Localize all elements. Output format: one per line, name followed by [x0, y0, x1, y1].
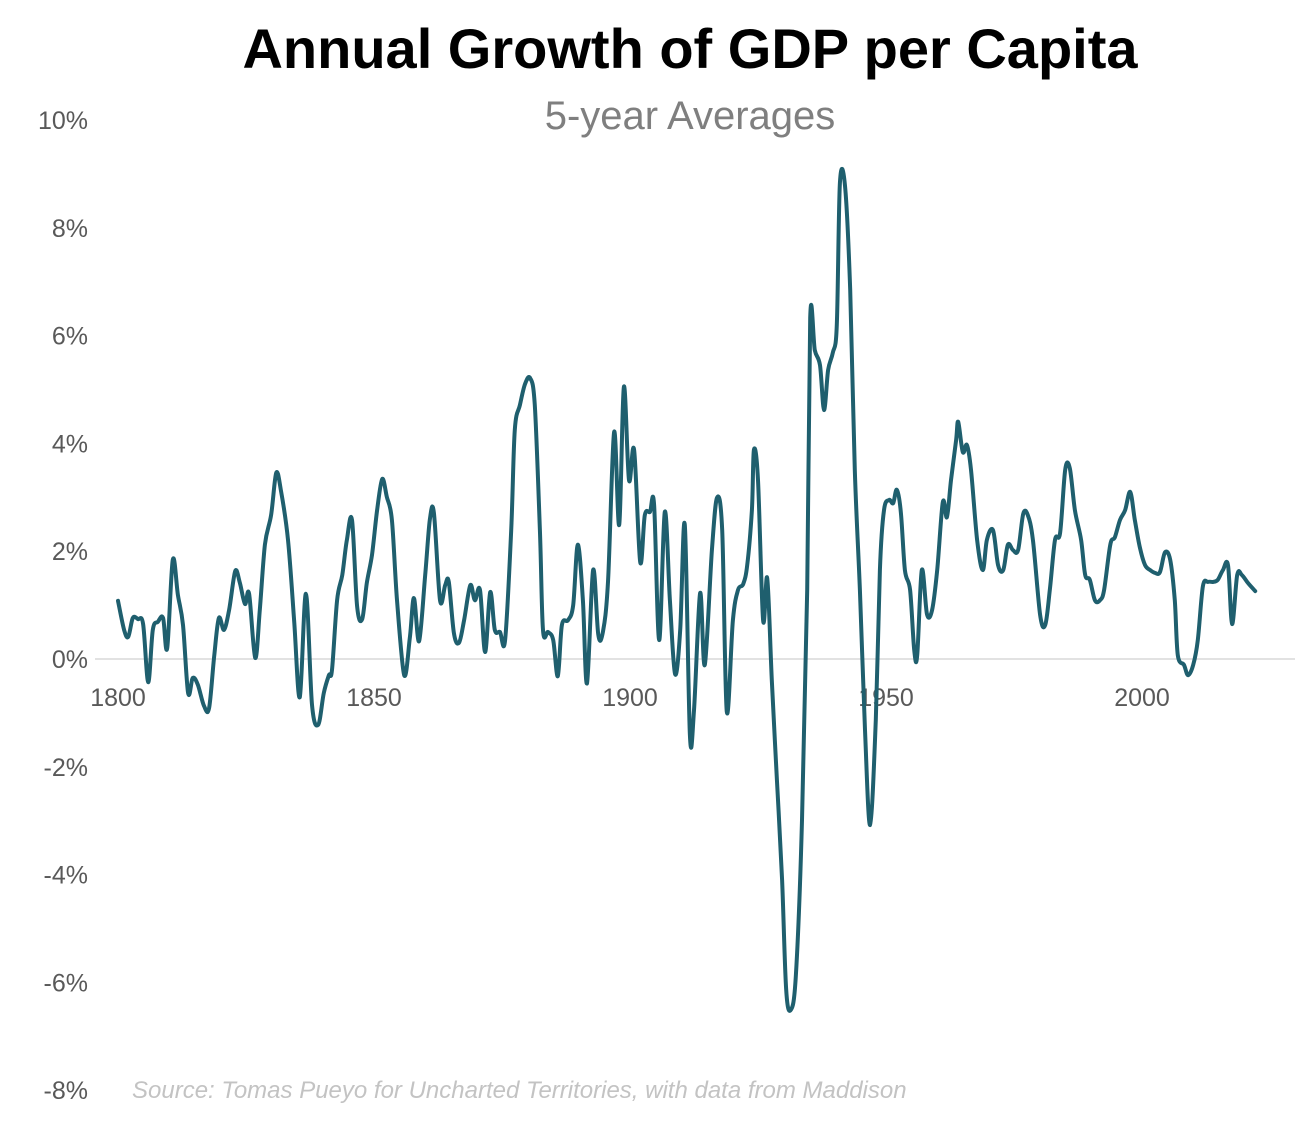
y-tick-label: 4% — [52, 430, 88, 458]
x-tick-label: 1950 — [858, 684, 914, 712]
x-tick-label: 2000 — [1114, 684, 1170, 712]
x-axis: 1800 1850 1900 1950 2000 — [90, 684, 1170, 712]
y-tick-label: 2% — [52, 538, 88, 566]
x-tick-label: 1900 — [602, 684, 658, 712]
chart-title: Annual Growth of GDP per Capita — [242, 17, 1138, 80]
series-line-gdp-growth — [116, 167, 1258, 1013]
y-tick-label: 10% — [38, 107, 88, 135]
x-tick-label: 1850 — [346, 684, 402, 712]
y-tick-label: 6% — [52, 323, 88, 351]
source-note: Source: Tomas Pueyo for Uncharted Territ… — [132, 1077, 907, 1104]
y-tick-label: 8% — [52, 215, 88, 243]
y-tick-label: -8% — [44, 1077, 88, 1105]
y-tick-label: -2% — [44, 754, 88, 782]
y-axis: 10% 8% 6% 4% 2% 0% -2% -4% -6% -8% — [38, 107, 88, 1105]
y-tick-label: -4% — [44, 862, 88, 890]
chart-subtitle: 5-year Averages — [545, 94, 836, 138]
y-tick-label: 0% — [52, 646, 88, 674]
y-tick-label: -6% — [44, 969, 88, 997]
x-tick-label: 1800 — [90, 684, 146, 712]
